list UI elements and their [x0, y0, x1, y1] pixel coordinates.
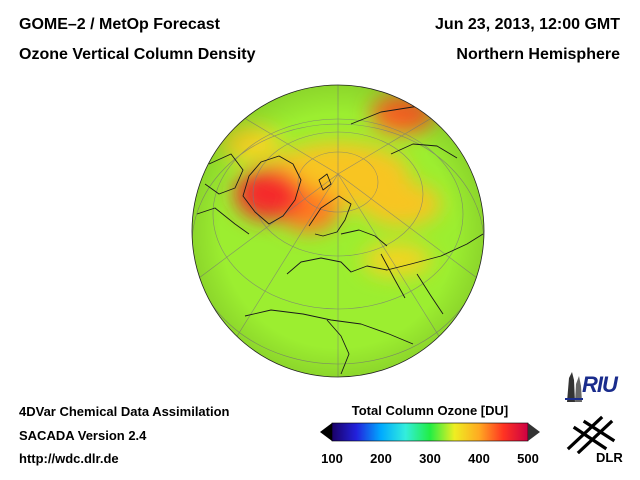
colorbar-over-arrow	[528, 423, 540, 441]
colorbar-title: Total Column Ozone [DU]	[351, 403, 509, 418]
colorbar-tick: 200	[370, 451, 392, 466]
footer-version: SACADA Version 2.4	[19, 428, 147, 443]
colorbar-tick: 400	[468, 451, 490, 466]
footer-assimilation: 4DVar Chemical Data Assimilation	[19, 404, 230, 419]
colorbar-scale	[331, 422, 529, 442]
riu-logo-icon	[565, 372, 583, 402]
footer-url[interactable]: http://wdc.dlr.de	[19, 451, 119, 466]
forecast-date: Jun 23, 2013, 12:00 GMT	[435, 16, 620, 33]
colorbar-under-arrow	[320, 423, 332, 441]
title-line-2: Ozone Vertical Column Density	[19, 46, 256, 63]
riu-logo-text: RIU	[582, 372, 618, 397]
ozone-globe-map	[191, 84, 485, 378]
dlr-logo-icon	[566, 415, 616, 454]
hemisphere-label: Northern Hemisphere	[456, 46, 620, 63]
colorbar-tick: 300	[419, 451, 441, 466]
colorbar	[320, 422, 540, 442]
title-line-1: GOME–2 / MetOp Forecast	[19, 16, 220, 33]
colorbar-tick: 100	[321, 451, 343, 466]
colorbar-tick: 500	[517, 451, 539, 466]
dlr-logo-text: DLR	[596, 450, 623, 465]
